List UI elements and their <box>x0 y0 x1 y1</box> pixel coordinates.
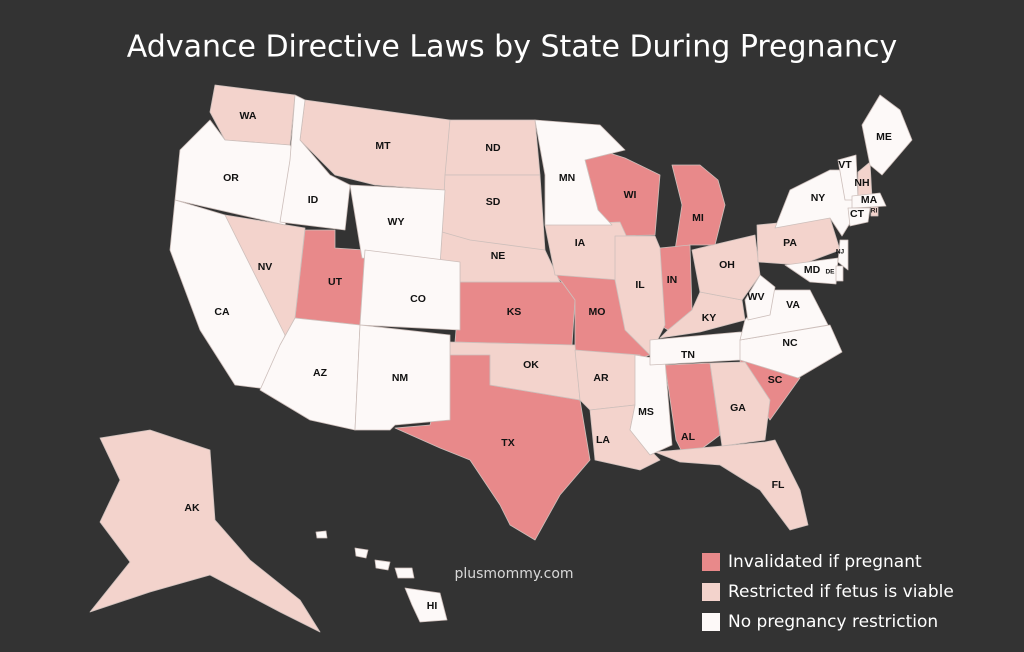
state-label: NV <box>258 261 273 273</box>
legend-swatch <box>702 613 720 631</box>
state-label: RI <box>871 208 878 215</box>
state-label: WY <box>388 216 405 228</box>
legend-label: No pregnancy restriction <box>728 612 938 632</box>
state-label: ND <box>485 142 501 154</box>
state-label: AK <box>184 502 200 514</box>
legend-label: Restricted if fetus is viable <box>728 582 954 602</box>
state-label: AZ <box>313 367 328 379</box>
state-label: PA <box>783 237 797 249</box>
state-shape <box>654 439 809 531</box>
legend-label: Invalidated if pregnant <box>728 552 922 572</box>
island <box>315 530 328 539</box>
state-label: NJ <box>836 249 845 256</box>
state-shape <box>709 361 771 447</box>
state-label: FL <box>772 479 785 491</box>
island <box>374 559 391 571</box>
state-label: VA <box>786 299 800 311</box>
state-label: WA <box>240 110 257 122</box>
state-label: SD <box>486 196 501 208</box>
map-title: Advance Directive Laws by State During P… <box>127 30 897 65</box>
state-label: MT <box>375 140 391 152</box>
watermark: plusmommy.com <box>454 566 573 582</box>
state-shape <box>659 291 746 339</box>
state-shape <box>784 257 839 285</box>
state-label: WI <box>624 189 637 201</box>
state-label: OH <box>719 259 735 271</box>
state-shape <box>691 234 761 301</box>
state-label: DE <box>825 269 835 276</box>
state-shape <box>837 239 849 271</box>
island <box>354 547 369 559</box>
state-label: NC <box>782 337 798 349</box>
state-shape <box>404 587 448 623</box>
state-label: MS <box>638 406 654 418</box>
state-label: AL <box>681 431 696 443</box>
state-label: TN <box>681 349 695 361</box>
state-label: VT <box>838 159 852 171</box>
state-label: GA <box>730 402 746 414</box>
state-shape <box>861 94 913 176</box>
state-label: UT <box>328 276 343 288</box>
state-label: NE <box>491 250 506 262</box>
state-label: IL <box>635 279 645 291</box>
state-label: CT <box>850 208 865 220</box>
state-label: ID <box>308 194 319 206</box>
state-label: IN <box>667 274 678 286</box>
state-shape <box>774 169 856 237</box>
states <box>89 84 913 633</box>
state-label: MA <box>861 194 878 206</box>
state-label: NM <box>392 372 409 384</box>
state-label: MD <box>804 264 821 276</box>
state-label: IA <box>575 237 586 249</box>
state-shape <box>851 192 887 209</box>
state-label: MN <box>559 172 575 184</box>
state-label: ME <box>876 131 892 143</box>
state-label: WV <box>748 291 765 303</box>
state-label: CA <box>214 306 230 318</box>
state-label: CO <box>410 293 426 305</box>
state-shape <box>359 249 461 331</box>
state-label: MO <box>589 306 606 318</box>
island <box>394 567 415 579</box>
state-shape <box>89 429 321 633</box>
legend-swatch <box>702 583 720 601</box>
state-label: TX <box>501 437 514 449</box>
state-shape <box>534 119 626 226</box>
state-label: HI <box>427 600 438 612</box>
state-labels: UT KS MO WI MI IN TX AL SC WA MT ND SD NE IA IL NV OK AR LA… <box>184 110 891 612</box>
state-label: NH <box>854 177 869 189</box>
state-shape <box>847 207 871 227</box>
state-label: OR <box>223 172 239 184</box>
state-label: LA <box>596 434 610 446</box>
state-label: MI <box>692 212 704 224</box>
state-shape <box>744 274 776 321</box>
state-label: KS <box>507 306 522 318</box>
state-label: AR <box>593 372 609 384</box>
state-shape <box>354 324 451 431</box>
state-label: SC <box>768 374 783 386</box>
legend-swatch <box>702 553 720 571</box>
state-shape <box>835 265 844 282</box>
state-label: OK <box>523 359 539 371</box>
state-label: NY <box>811 192 826 204</box>
state-shape <box>169 199 286 391</box>
state-label: KY <box>702 312 717 324</box>
legend: Invalidated if pregnant Restricted if fet… <box>702 552 954 632</box>
